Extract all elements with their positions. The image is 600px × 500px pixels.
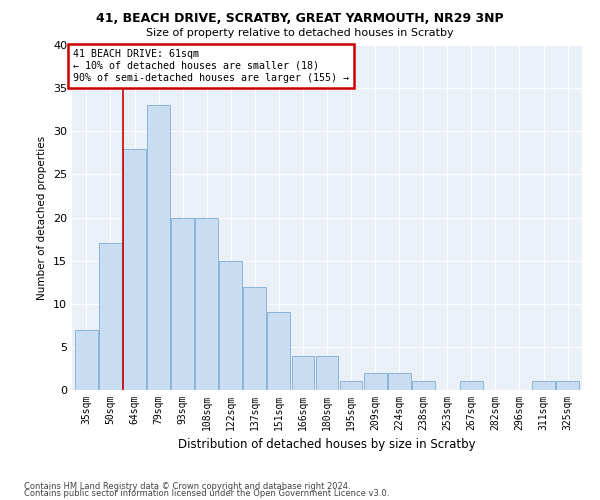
Bar bbox=[412, 382, 434, 390]
Text: 41, BEACH DRIVE, SCRATBY, GREAT YARMOUTH, NR29 3NP: 41, BEACH DRIVE, SCRATBY, GREAT YARMOUTH… bbox=[96, 12, 504, 26]
Bar bbox=[268, 312, 290, 390]
Bar bbox=[220, 260, 242, 390]
Bar bbox=[556, 382, 579, 390]
Text: 41 BEACH DRIVE: 61sqm
← 10% of detached houses are smaller (18)
90% of semi-deta: 41 BEACH DRIVE: 61sqm ← 10% of detached … bbox=[73, 50, 349, 82]
Bar bbox=[364, 373, 386, 390]
Bar bbox=[195, 218, 218, 390]
Bar bbox=[123, 148, 146, 390]
Bar bbox=[460, 382, 483, 390]
X-axis label: Distribution of detached houses by size in Scratby: Distribution of detached houses by size … bbox=[178, 438, 476, 452]
Bar bbox=[388, 373, 410, 390]
Bar bbox=[147, 106, 170, 390]
Bar bbox=[532, 382, 555, 390]
Bar bbox=[75, 330, 98, 390]
Bar bbox=[292, 356, 314, 390]
Text: Contains HM Land Registry data © Crown copyright and database right 2024.: Contains HM Land Registry data © Crown c… bbox=[24, 482, 350, 491]
Bar bbox=[171, 218, 194, 390]
Bar bbox=[340, 382, 362, 390]
Text: Contains public sector information licensed under the Open Government Licence v3: Contains public sector information licen… bbox=[24, 489, 389, 498]
Bar bbox=[316, 356, 338, 390]
Bar bbox=[99, 244, 122, 390]
Bar bbox=[244, 286, 266, 390]
Y-axis label: Number of detached properties: Number of detached properties bbox=[37, 136, 47, 300]
Text: Size of property relative to detached houses in Scratby: Size of property relative to detached ho… bbox=[146, 28, 454, 38]
